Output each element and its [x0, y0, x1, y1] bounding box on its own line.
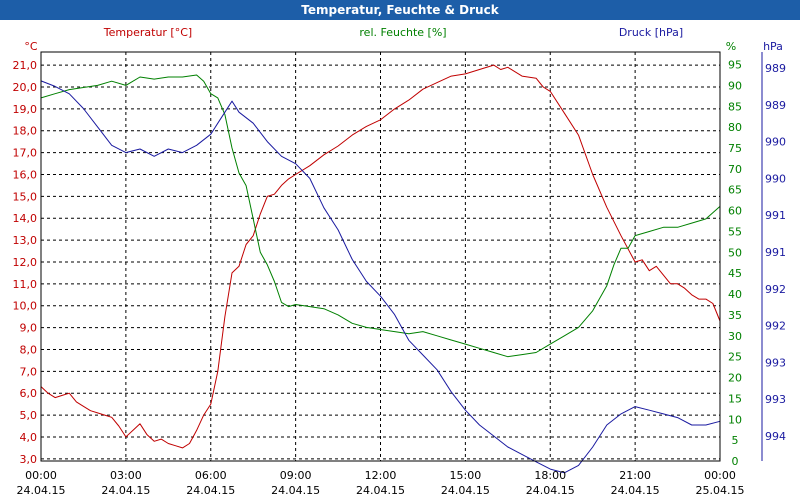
- humidity-tick-label: 80: [728, 121, 742, 134]
- humidity-tick-label: 0: [732, 455, 739, 468]
- temp-tick-label: 13,0: [13, 234, 38, 247]
- temp-tick-label: 17,0: [13, 147, 38, 160]
- pressure-axis-title: Druck [hPa]: [619, 26, 683, 39]
- temp-tick-label: 4,0: [20, 431, 38, 444]
- x-tick-date: 24.04.15: [611, 484, 660, 497]
- pressure-tick-label: 989: [765, 99, 786, 112]
- x-tick-time: 09:00: [280, 469, 312, 482]
- temp-tick-label: 11,0: [13, 278, 38, 291]
- humidity-tick-label: 90: [728, 79, 742, 92]
- x-tick-time: 18:00: [534, 469, 566, 482]
- temp-tick-label: 20,0: [13, 81, 38, 94]
- humidity-tick-label: 70: [728, 163, 742, 176]
- temp-tick-label: 16,0: [13, 168, 38, 181]
- chart-grid: [41, 52, 720, 461]
- temp-tick-label: 21,0: [13, 59, 38, 72]
- pressure-tick-label: 991: [765, 209, 786, 222]
- humidity-tick-label: 45: [728, 267, 742, 280]
- series-layer: [40, 64, 721, 474]
- pressure-tick-label: 990: [765, 172, 786, 185]
- temp-tick-label: 7,0: [20, 365, 38, 378]
- pressure-tick-label: 989: [765, 62, 786, 75]
- humidity-tick-label: 75: [728, 142, 742, 155]
- humidity-unit: %: [726, 40, 736, 53]
- x-tick-time: 15:00: [450, 469, 482, 482]
- humidity-tick-label: 25: [728, 351, 742, 364]
- humidity-tick-label: 55: [728, 225, 742, 238]
- pressure-tick-label: 992: [765, 320, 786, 333]
- x-tick-date: 24.04.15: [526, 484, 575, 497]
- x-tick-time: 21:00: [619, 469, 651, 482]
- x-tick-time: 03:00: [110, 469, 142, 482]
- temp-tick-label: 12,0: [13, 256, 38, 269]
- temperature-unit: °C: [24, 40, 38, 53]
- x-tick-date: 24.04.15: [101, 484, 150, 497]
- humidity-tick-label: 40: [728, 288, 742, 301]
- x-tick-time: 00:00: [704, 469, 736, 482]
- window-title-bar: Temperatur, Feuchte & Druck: [0, 0, 800, 20]
- x-tick-date: 24.04.15: [186, 484, 235, 497]
- temperature-line: [40, 64, 721, 449]
- humidity-tick-label: 20: [728, 372, 742, 385]
- pressure-tick-label: 994: [765, 430, 786, 443]
- x-tick-date: 24.04.15: [441, 484, 490, 497]
- humidity-tick-label: 95: [728, 59, 742, 72]
- x-tick-time: 00:00: [25, 469, 57, 482]
- humidity-tick-label: 30: [728, 330, 742, 343]
- window-title: Temperatur, Feuchte & Druck: [301, 3, 499, 17]
- temp-tick-label: 9,0: [20, 322, 38, 335]
- humidity-tick-label: 15: [728, 392, 742, 405]
- x-tick-time: 06:00: [195, 469, 227, 482]
- x-tick-time: 12:00: [365, 469, 397, 482]
- pressure-line: [40, 80, 721, 474]
- temp-tick-label: 6,0: [20, 387, 38, 400]
- temp-tick-label: 15,0: [13, 190, 38, 203]
- temp-tick-label: 14,0: [13, 212, 38, 225]
- axes-layer: 3,0 4,0 5,0 6,0 7,0 8,0 9,0 10,0 11,0 12,0 13,0 14,…: [13, 26, 787, 497]
- humidity-axis-title: rel. Feuchte [%]: [359, 26, 446, 39]
- humidity-line: [40, 74, 721, 358]
- x-tick-date: 25.04.15: [696, 484, 745, 497]
- temperature-axis-title: Temperatur [°C]: [103, 26, 192, 39]
- temp-tick-label: 10,0: [13, 300, 38, 313]
- pressure-tick-label: 991: [765, 246, 786, 259]
- plot-frame: [40, 51, 721, 462]
- x-tick-date: 24.04.15: [356, 484, 405, 497]
- x-tick-date: 24.04.15: [271, 484, 320, 497]
- temp-tick-label: 3,0: [20, 453, 38, 466]
- chart-area: 3,0 4,0 5,0 6,0 7,0 8,0 9,0 10,0 11,0 12,0 13,0 14,…: [13, 26, 787, 497]
- humidity-tick-label: 65: [728, 184, 742, 197]
- temp-tick-label: 18,0: [13, 125, 38, 138]
- pressure-tick-label: 993: [765, 393, 786, 406]
- humidity-tick-label: 85: [728, 100, 742, 113]
- temp-tick-label: 8,0: [20, 343, 38, 356]
- temp-tick-label: 5,0: [20, 409, 38, 422]
- humidity-tick-label: 35: [728, 309, 742, 322]
- x-tick-date: 24.04.15: [17, 484, 66, 497]
- humidity-tick-label: 10: [728, 413, 742, 426]
- pressure-tick-label: 993: [765, 356, 786, 369]
- humidity-tick-label: 60: [728, 205, 742, 218]
- pressure-unit: hPa: [763, 40, 783, 53]
- pressure-tick-label: 992: [765, 283, 786, 296]
- temp-tick-label: 19,0: [13, 103, 38, 116]
- humidity-tick-label: 50: [728, 246, 742, 259]
- humidity-tick-label: 5: [732, 434, 739, 447]
- pressure-tick-label: 990: [765, 136, 786, 149]
